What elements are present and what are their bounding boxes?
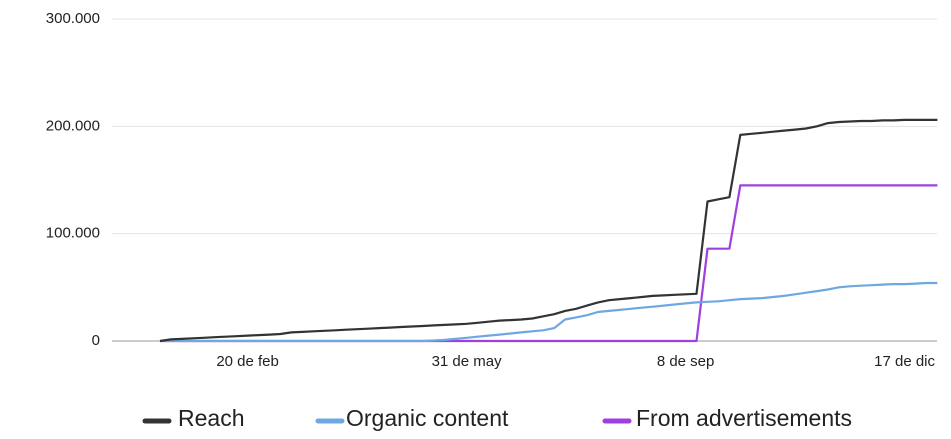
- legend-label: From advertisements: [636, 405, 852, 431]
- series-line: [159, 118, 938, 343]
- x-tick-label: 17 de dic: [874, 353, 935, 370]
- x-tick-label: 8 de sep: [657, 353, 715, 370]
- series-line: [160, 281, 938, 343]
- x-tick-label: 31 de may: [432, 353, 503, 370]
- y-tick-label: 200.000: [46, 117, 100, 134]
- y-tick-label: 100.000: [46, 225, 100, 242]
- y-tick-label: 0: [92, 332, 100, 349]
- y-tick-label: 300.000: [46, 10, 100, 27]
- series-line: [160, 184, 938, 343]
- legend-label: Organic content: [346, 405, 509, 431]
- x-tick-label: 20 de feb: [216, 353, 279, 370]
- legend-label: Reach: [178, 405, 244, 431]
